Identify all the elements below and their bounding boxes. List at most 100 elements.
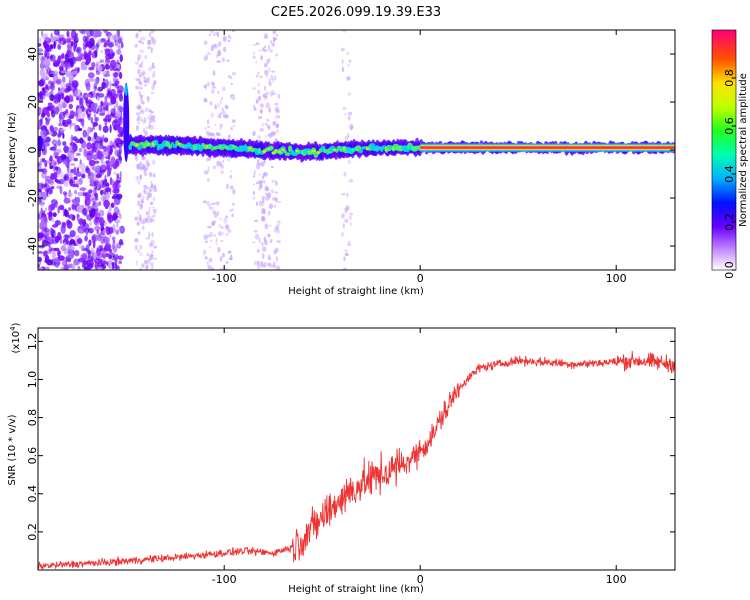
noise-blob <box>255 201 259 207</box>
noise-blob <box>97 93 105 98</box>
noise-blob <box>153 70 156 74</box>
noise-blob <box>95 142 99 148</box>
noise-blob <box>269 224 272 227</box>
noise-blob <box>151 218 153 222</box>
noise-blob <box>53 172 57 180</box>
noise-blob <box>38 161 43 166</box>
noise-blob <box>264 85 267 91</box>
x-tick-label: -100 <box>212 272 237 285</box>
ridge-core-blob <box>284 152 291 157</box>
noise-blob <box>77 50 82 57</box>
noise-blob <box>212 34 216 37</box>
noise-blob <box>107 36 110 43</box>
noise-blob <box>60 266 68 270</box>
noise-blob <box>46 119 50 124</box>
noise-blob <box>69 213 73 219</box>
noise-blob <box>53 161 58 166</box>
noise-blob <box>261 200 265 207</box>
noise-blob <box>39 118 43 127</box>
noise-blob <box>344 252 349 257</box>
noise-blob <box>72 200 80 205</box>
noise-blob <box>64 53 69 62</box>
noise-blob <box>135 112 139 115</box>
noise-blob <box>81 252 88 261</box>
noise-blob <box>82 45 87 51</box>
noise-blob <box>73 180 76 188</box>
noise-blob <box>252 44 256 46</box>
noise-blob <box>262 93 265 98</box>
noise-blob <box>55 78 62 85</box>
noise-blob <box>119 54 123 63</box>
noise-blob <box>114 265 120 269</box>
noise-blob <box>104 179 107 186</box>
noise-blob <box>98 258 104 265</box>
noise-blob <box>229 76 233 80</box>
noise-blob <box>117 255 124 260</box>
noise-blob <box>45 83 49 90</box>
noise-blob <box>206 51 211 56</box>
y-tick-label: -20 <box>26 189 39 207</box>
noise-blob <box>93 252 97 260</box>
noise-blob <box>151 73 156 78</box>
noise-blob <box>140 109 143 114</box>
noise-blob <box>81 168 86 175</box>
noise-blob <box>86 142 92 150</box>
colorbar-gradient <box>712 30 736 270</box>
noise-blob <box>261 215 266 222</box>
y-tick-label: 0 <box>26 147 39 154</box>
noise-blob <box>221 57 226 63</box>
noise-blob <box>108 152 110 162</box>
noise-blob <box>275 123 279 129</box>
noise-blob <box>81 245 85 252</box>
noise-blob <box>78 228 84 234</box>
noise-blob <box>137 68 141 75</box>
noise-blob <box>44 37 52 44</box>
y-tick-label: 0.4 <box>26 485 39 503</box>
noise-blob <box>208 134 211 137</box>
noise-blob <box>268 132 273 139</box>
noise-blob <box>150 243 154 247</box>
noise-blob <box>149 217 153 223</box>
noise-blob <box>145 211 149 215</box>
noise-blob <box>91 61 96 69</box>
noise-blob <box>89 220 92 227</box>
noise-blob <box>50 83 54 90</box>
noise-blob <box>138 40 143 44</box>
noise-blob <box>227 134 231 140</box>
noise-blob <box>58 122 63 127</box>
noise-blob <box>145 159 150 166</box>
noise-blob <box>95 79 99 85</box>
noise-blob <box>212 70 216 76</box>
noise-blob <box>61 260 68 267</box>
noise-blob <box>272 264 277 269</box>
noise-blob <box>56 219 59 226</box>
noise-blob <box>48 204 53 213</box>
noise-blob <box>251 241 256 244</box>
noise-blob <box>340 47 345 52</box>
noise-blob <box>137 57 141 61</box>
noise-blob <box>98 124 102 131</box>
noise-blob <box>134 244 138 251</box>
noise-blob <box>61 82 67 89</box>
noise-blob <box>265 91 269 95</box>
noise-blob <box>220 111 224 115</box>
noise-blob <box>109 205 112 212</box>
noise-blob <box>48 80 52 85</box>
noise-blob <box>150 181 153 184</box>
noise-blob <box>209 206 214 210</box>
noise-blob <box>60 58 64 62</box>
noise-blob <box>96 65 103 72</box>
noise-blob <box>112 189 117 194</box>
noise-blob <box>142 36 146 42</box>
noise-blob <box>344 113 347 116</box>
noise-blob <box>219 256 223 262</box>
noise-blob <box>345 205 350 211</box>
noise-blob <box>148 123 151 130</box>
noise-blob <box>66 30 70 38</box>
noise-blob <box>62 123 69 128</box>
noise-blob <box>142 101 145 105</box>
noise-blob <box>262 171 266 176</box>
noise-blob <box>113 105 116 114</box>
noise-blob <box>86 108 92 118</box>
noise-blob <box>214 104 218 110</box>
